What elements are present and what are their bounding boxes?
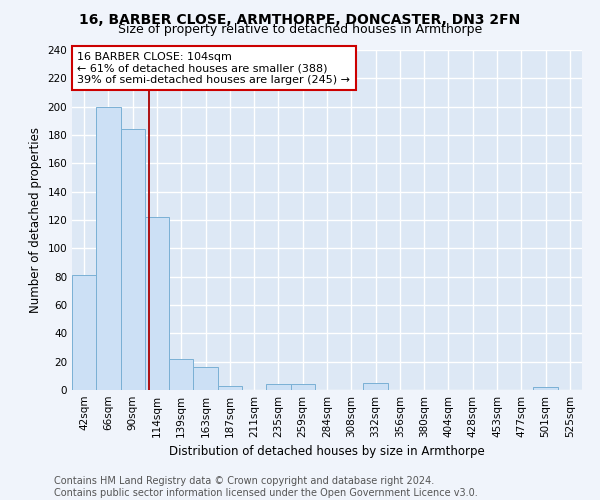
Bar	[145, 217, 169, 390]
Bar	[193, 368, 218, 390]
Text: 16 BARBER CLOSE: 104sqm
← 61% of detached houses are smaller (388)
39% of semi-d: 16 BARBER CLOSE: 104sqm ← 61% of detache…	[77, 52, 350, 85]
X-axis label: Distribution of detached houses by size in Armthorpe: Distribution of detached houses by size …	[169, 446, 485, 458]
Y-axis label: Number of detached properties: Number of detached properties	[29, 127, 42, 313]
Text: Size of property relative to detached houses in Armthorpe: Size of property relative to detached ho…	[118, 22, 482, 36]
Bar	[533, 387, 558, 390]
Bar	[218, 386, 242, 390]
Bar	[364, 383, 388, 390]
Bar	[169, 359, 193, 390]
Bar	[121, 130, 145, 390]
Text: Contains HM Land Registry data © Crown copyright and database right 2024.
Contai: Contains HM Land Registry data © Crown c…	[54, 476, 478, 498]
Bar	[290, 384, 315, 390]
Bar	[72, 275, 96, 390]
Bar	[96, 106, 121, 390]
Text: 16, BARBER CLOSE, ARMTHORPE, DONCASTER, DN3 2FN: 16, BARBER CLOSE, ARMTHORPE, DONCASTER, …	[79, 12, 521, 26]
Bar	[266, 384, 290, 390]
